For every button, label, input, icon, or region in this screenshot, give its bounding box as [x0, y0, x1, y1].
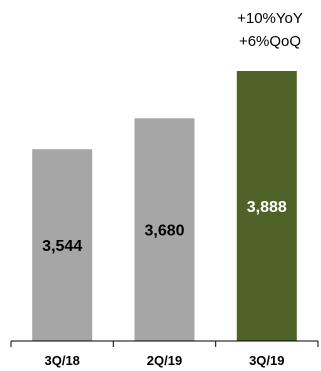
bar-3q-19 [236, 71, 297, 341]
x-axis-ticks [10, 341, 319, 347]
annotation-yoy: +10%YoY [237, 10, 303, 27]
annotation-qoq: +6%QoQ [239, 33, 301, 50]
x-axis-tick-labels: 3Q/18 2Q/19 3Q/19 [44, 353, 284, 368]
x-tick-label: 3Q/19 [249, 353, 284, 368]
x-tick-label: 2Q/19 [147, 353, 182, 368]
bar-3q-18 [32, 149, 93, 341]
x-tick-label: 3Q/18 [44, 353, 79, 368]
bar-2q-19 [134, 118, 195, 341]
bars [32, 71, 297, 341]
growth-annotation: +10%YoY +6%QoQ [237, 10, 303, 50]
value-labels: 3,544 3,680 3,888 [42, 199, 287, 255]
bar-value-label: 3,680 [144, 223, 184, 240]
bar-value-label: 3,544 [42, 238, 82, 255]
bar-value-label: 3,888 [247, 199, 287, 216]
